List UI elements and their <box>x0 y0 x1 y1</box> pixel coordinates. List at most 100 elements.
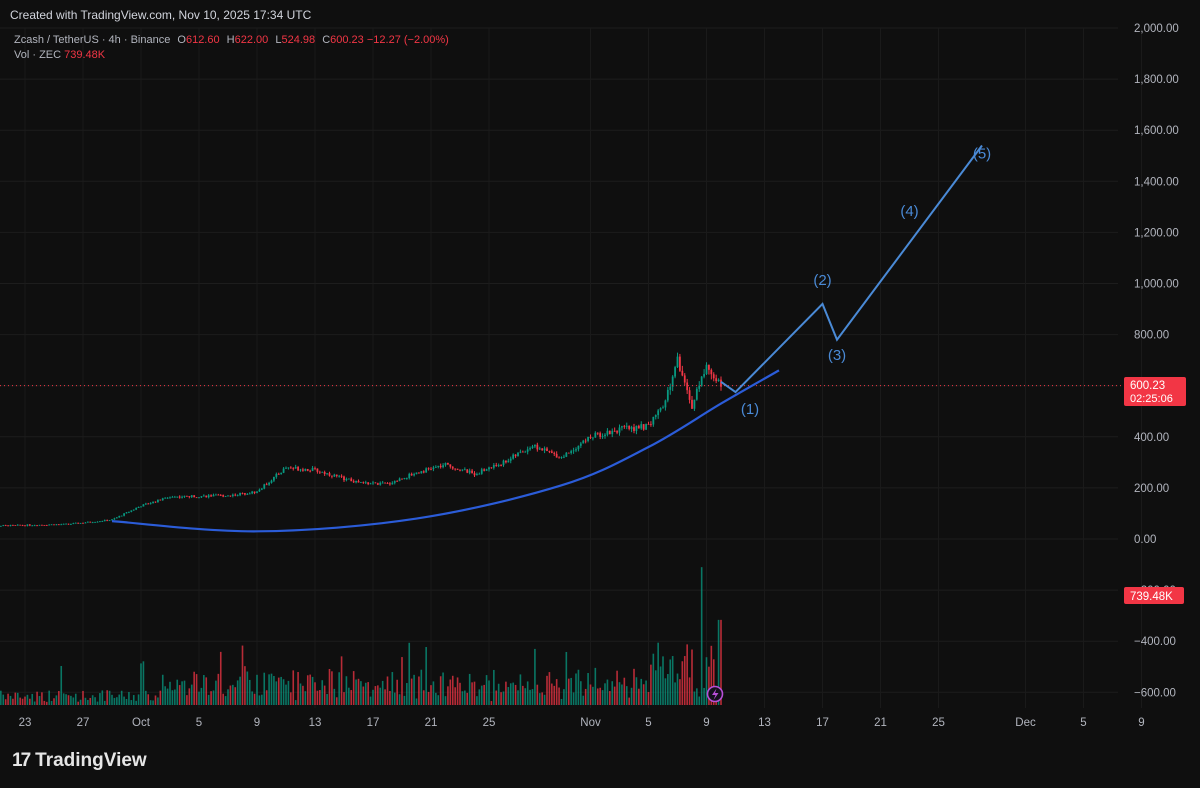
candle-body <box>212 494 215 497</box>
volume-bar <box>19 697 21 705</box>
symbol-name[interactable]: Zcash / TetherUS · 4h · Binance <box>14 34 171 46</box>
volume-bar <box>188 688 191 705</box>
price-chart[interactable]: (1) (2) (3) (4) (5) 2,000.00 1,800.00 1,600.00… <box>0 0 1200 738</box>
volume-bar <box>253 693 256 705</box>
candle-body <box>425 468 428 473</box>
volume-bar <box>703 687 705 705</box>
volume-bar <box>432 681 435 705</box>
volume-bar <box>200 687 203 705</box>
volume-bar <box>58 691 60 705</box>
candle-body <box>606 430 609 435</box>
volume-bar <box>149 700 152 705</box>
candle-body <box>546 448 548 451</box>
volume-badge: 739.48K <box>1124 587 1184 604</box>
candle-body <box>708 364 710 370</box>
candle-body <box>572 450 575 452</box>
volume-bar <box>135 700 137 705</box>
high-value: 622.00 <box>234 34 269 46</box>
volume-bar <box>111 694 113 705</box>
candle-body <box>144 503 147 505</box>
price-tick-label: −400.00 <box>1134 636 1176 648</box>
candle-body <box>260 488 263 490</box>
candle-body <box>77 522 80 524</box>
wave-label: (2) <box>813 272 831 289</box>
volume-bar <box>123 696 125 705</box>
candle-body <box>190 495 193 498</box>
volume-bar <box>589 684 592 705</box>
volume-bar <box>176 679 179 705</box>
volume-bar <box>60 665 63 705</box>
candle-body <box>415 472 418 475</box>
candle-body <box>712 374 715 379</box>
candle-body <box>447 462 449 465</box>
candle-body <box>57 524 60 526</box>
candle-body <box>473 473 476 476</box>
candle-body <box>103 520 106 522</box>
candle-body <box>154 501 157 503</box>
time-tick-label: 21 <box>874 717 887 729</box>
candle-body <box>589 436 592 438</box>
candle-body <box>456 468 459 470</box>
volume-bar <box>708 666 710 705</box>
volume-bar <box>287 680 290 705</box>
candle-body <box>442 465 444 468</box>
volume-bar <box>7 693 9 705</box>
volume-bar <box>683 656 686 705</box>
volume-bar <box>659 666 662 705</box>
volume-bar <box>273 675 275 705</box>
credit-text: Created with TradingView.com, Nov 10, 20… <box>10 8 312 22</box>
candle-body <box>282 468 285 473</box>
tradingview-logo[interactable]: 17 TradingView <box>12 750 147 771</box>
volume-bar <box>309 674 311 705</box>
candle-body <box>205 495 208 498</box>
candle-body <box>541 448 544 451</box>
volume-bar <box>717 619 720 705</box>
candle-body <box>666 389 669 401</box>
volume-bar <box>321 680 324 705</box>
candle-body <box>669 386 672 390</box>
volume-bar <box>333 688 336 705</box>
candle-body <box>229 495 232 497</box>
candle-body <box>239 493 241 496</box>
candle-body <box>176 496 179 498</box>
top-bar: Created with TradingView.com, Nov 10, 20… <box>0 0 1200 28</box>
candle-body <box>9 524 12 527</box>
volume-bar <box>367 682 369 705</box>
close-label: C <box>322 34 331 46</box>
volume-bar <box>174 689 176 705</box>
candle-body <box>234 494 237 496</box>
volume-bar <box>212 690 215 705</box>
candle-body <box>548 450 551 452</box>
volume-bar <box>633 668 635 705</box>
candle-body <box>396 481 399 482</box>
candle-body <box>323 471 326 475</box>
volume-bar <box>594 667 597 705</box>
candle-body <box>273 476 275 481</box>
wave-label: (5) <box>973 145 991 162</box>
volume-bar <box>31 693 34 705</box>
candle-body <box>437 465 440 467</box>
price-tick-label: 800.00 <box>1134 330 1169 342</box>
candle-body <box>202 495 205 497</box>
volume-bar <box>587 673 589 705</box>
volume-bar <box>379 687 382 705</box>
price-tick-label: 2,000.00 <box>1134 23 1179 35</box>
candle-body <box>311 467 314 471</box>
candle-body <box>326 473 328 475</box>
candle-body <box>280 472 283 475</box>
volume-bar <box>29 698 31 705</box>
volume-bar <box>224 696 227 705</box>
candle-body <box>289 467 292 469</box>
volume-bar <box>652 653 655 705</box>
volume-bar <box>372 689 374 705</box>
candle-body <box>94 522 96 523</box>
volume-bar <box>229 685 232 705</box>
candle-body <box>645 424 647 430</box>
volume-bar <box>94 697 96 705</box>
candle-body <box>309 470 312 472</box>
volume-bar <box>24 696 26 705</box>
volume-bar <box>415 698 418 705</box>
candle-body <box>517 452 519 457</box>
candle-body <box>449 464 452 467</box>
lightning-icon[interactable] <box>706 685 724 703</box>
